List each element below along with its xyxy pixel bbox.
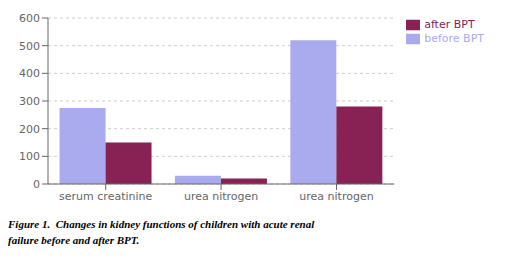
svg-text:500: 500 <box>19 40 40 53</box>
svg-text:100: 100 <box>19 150 40 163</box>
svg-text:600: 600 <box>19 12 40 25</box>
svg-text:200: 200 <box>19 123 40 136</box>
html-text:failure before and after BPT.: failure before and after BPT. <box>8 234 140 246</box>
html-text:after BPT: after BPT <box>424 18 475 31</box>
svg-text:urea nitrogen: urea nitrogen <box>184 190 258 203</box>
html-text:Figure 1. Changes in kidney fu: Figure 1. Changes in kidney functions of… <box>8 218 315 230</box>
svg-text:0: 0 <box>33 178 40 191</box>
svg-text:400: 400 <box>19 67 40 80</box>
svg-text:urea nitrogen: urea nitrogen <box>299 190 373 203</box>
svg-text:300: 300 <box>19 95 40 108</box>
html-text:before BPT: before BPT <box>424 32 484 45</box>
svg-text:serum creatinine: serum creatinine <box>59 190 152 203</box>
